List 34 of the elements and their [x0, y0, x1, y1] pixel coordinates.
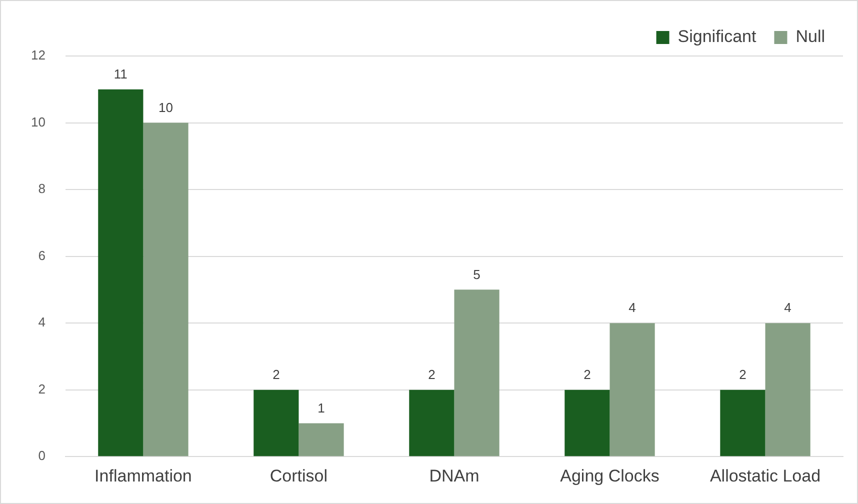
x-tick-label: DNAm [429, 466, 480, 486]
bar [610, 323, 655, 456]
bar [298, 423, 344, 456]
bar [254, 390, 299, 456]
data-label: 2 [428, 366, 436, 382]
bar [98, 89, 144, 456]
y-tick-label: 12 [30, 48, 46, 63]
x-tick-label: Inflammation [94, 466, 192, 486]
data-label: 2 [272, 366, 280, 382]
bar [720, 390, 766, 456]
bar [564, 390, 610, 456]
bar [765, 323, 810, 456]
data-label: 5 [473, 266, 480, 282]
data-label: 4 [628, 300, 636, 316]
legend-label: Significant [678, 27, 756, 46]
x-tick-label: Allostatic Load [710, 466, 821, 486]
data-label: 4 [784, 300, 792, 316]
y-tick-label: 4 [38, 314, 46, 330]
y-tick-label: 0 [38, 448, 46, 464]
x-tick-label: Cortisol [270, 466, 328, 486]
bar [409, 390, 454, 456]
bar [143, 122, 188, 456]
bar [454, 290, 500, 456]
x-tick-label: Aging Clocks [560, 466, 660, 486]
data-label: 2 [739, 366, 746, 382]
data-label: 1 [318, 400, 325, 416]
y-tick-label: 8 [38, 181, 46, 196]
data-label: 10 [158, 100, 173, 115]
data-label: 2 [584, 366, 591, 382]
y-tick-label: 10 [30, 114, 46, 130]
data-label: 11 [114, 66, 128, 82]
y-tick-label: 6 [38, 248, 46, 263]
legend-label: Null [796, 27, 826, 46]
y-tick-label: 2 [38, 381, 46, 396]
